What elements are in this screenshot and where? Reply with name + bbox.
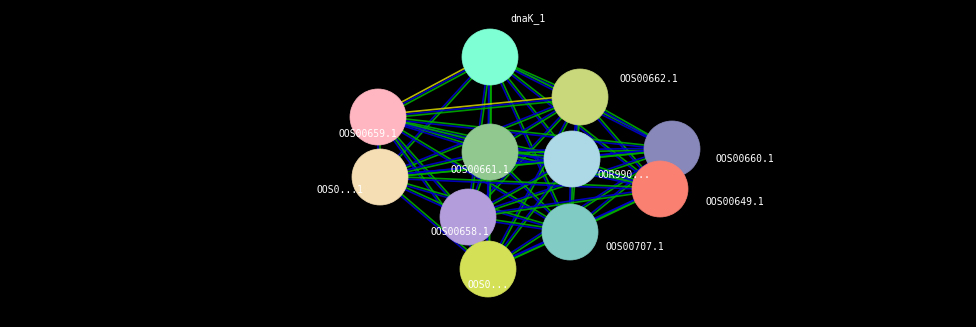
Circle shape	[644, 121, 700, 177]
Text: OOS00662.1: OOS00662.1	[620, 74, 678, 84]
Text: OOR990...: OOR990...	[598, 170, 651, 180]
Text: OOS00649.1: OOS00649.1	[705, 197, 764, 207]
Circle shape	[352, 149, 408, 205]
Text: OOS00660.1: OOS00660.1	[715, 154, 774, 164]
Circle shape	[632, 161, 688, 217]
Text: OOS00707.1: OOS00707.1	[605, 242, 664, 252]
Text: OOS00659.1: OOS00659.1	[339, 129, 397, 139]
Circle shape	[440, 189, 496, 245]
Text: OOS00658.1: OOS00658.1	[430, 227, 489, 237]
Circle shape	[552, 69, 608, 125]
Text: dnaK_1: dnaK_1	[510, 13, 546, 25]
Circle shape	[462, 29, 518, 85]
Circle shape	[542, 204, 598, 260]
Text: OOS0...: OOS0...	[468, 280, 508, 290]
Circle shape	[460, 241, 516, 297]
Circle shape	[350, 89, 406, 145]
Circle shape	[544, 131, 600, 187]
Text: OOS0...1: OOS0...1	[316, 185, 363, 195]
Circle shape	[462, 124, 518, 180]
Text: OOS00661.1: OOS00661.1	[451, 165, 509, 175]
